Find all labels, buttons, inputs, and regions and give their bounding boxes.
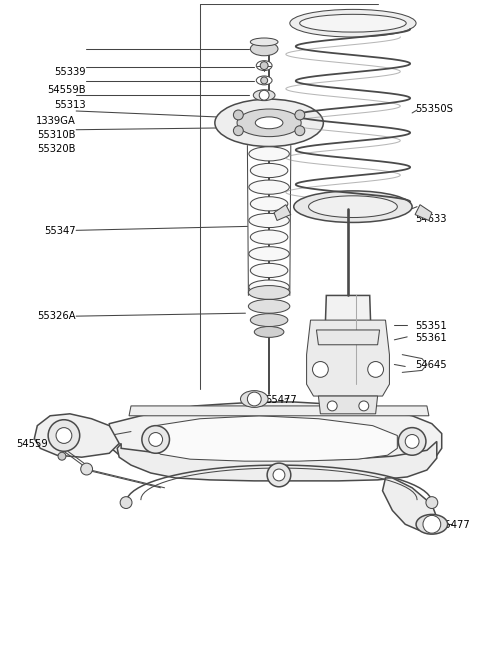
Circle shape	[312, 362, 328, 377]
Ellipse shape	[294, 191, 412, 223]
Ellipse shape	[248, 299, 290, 313]
Polygon shape	[415, 205, 432, 221]
Polygon shape	[109, 402, 442, 468]
Circle shape	[398, 428, 426, 455]
Ellipse shape	[249, 280, 289, 294]
Circle shape	[120, 496, 132, 508]
Circle shape	[368, 362, 384, 377]
Circle shape	[233, 110, 243, 120]
Text: 55320B: 55320B	[37, 144, 76, 154]
Circle shape	[405, 434, 419, 448]
Circle shape	[260, 62, 268, 69]
Text: 55326A: 55326A	[37, 311, 76, 321]
Ellipse shape	[290, 9, 416, 37]
Text: 54633: 54633	[415, 214, 446, 224]
Ellipse shape	[309, 196, 397, 217]
Ellipse shape	[256, 76, 272, 85]
Text: 55310B: 55310B	[37, 130, 76, 140]
Ellipse shape	[251, 196, 288, 211]
Circle shape	[426, 496, 438, 508]
Ellipse shape	[255, 117, 283, 129]
Circle shape	[149, 432, 163, 446]
Ellipse shape	[240, 390, 268, 407]
Ellipse shape	[251, 42, 278, 56]
Polygon shape	[318, 396, 378, 414]
Circle shape	[423, 515, 441, 533]
Ellipse shape	[251, 230, 288, 244]
Polygon shape	[35, 414, 119, 457]
Text: 54559B: 54559B	[47, 84, 85, 95]
Ellipse shape	[253, 90, 275, 101]
Ellipse shape	[251, 163, 288, 178]
Circle shape	[142, 426, 169, 453]
Ellipse shape	[251, 263, 288, 278]
Circle shape	[267, 463, 291, 487]
Text: 1339GA: 1339GA	[36, 116, 76, 126]
Polygon shape	[149, 416, 397, 461]
Ellipse shape	[251, 314, 288, 326]
Text: 55339: 55339	[54, 67, 85, 77]
Polygon shape	[117, 441, 437, 481]
Polygon shape	[383, 478, 437, 530]
Polygon shape	[307, 320, 389, 396]
Circle shape	[359, 401, 369, 411]
Circle shape	[295, 126, 305, 136]
Text: 55477: 55477	[265, 395, 297, 405]
Circle shape	[58, 452, 66, 460]
Ellipse shape	[254, 326, 284, 337]
Circle shape	[327, 401, 337, 411]
Ellipse shape	[249, 214, 289, 227]
Text: 55361: 55361	[415, 333, 446, 343]
Polygon shape	[316, 330, 380, 345]
Text: 55351: 55351	[415, 321, 446, 331]
Circle shape	[56, 428, 72, 443]
Text: 55350S: 55350S	[415, 104, 453, 114]
Ellipse shape	[249, 147, 289, 161]
Text: 55477: 55477	[438, 519, 470, 529]
Text: 54559: 54559	[16, 439, 48, 449]
Circle shape	[295, 110, 305, 120]
Ellipse shape	[249, 247, 289, 261]
Ellipse shape	[237, 109, 301, 137]
Circle shape	[233, 126, 243, 136]
Ellipse shape	[248, 286, 290, 299]
Circle shape	[247, 392, 261, 406]
Ellipse shape	[300, 14, 406, 32]
Ellipse shape	[251, 38, 278, 46]
Circle shape	[259, 90, 269, 100]
Ellipse shape	[256, 61, 272, 71]
Polygon shape	[324, 295, 372, 384]
Ellipse shape	[416, 514, 448, 534]
Polygon shape	[274, 205, 291, 221]
Circle shape	[81, 463, 93, 475]
Circle shape	[48, 420, 80, 451]
Text: 55313: 55313	[54, 100, 85, 109]
Ellipse shape	[215, 99, 324, 147]
Circle shape	[273, 469, 285, 481]
Ellipse shape	[249, 180, 289, 195]
Circle shape	[261, 77, 268, 84]
Text: 55347: 55347	[45, 225, 76, 236]
Polygon shape	[129, 406, 429, 416]
Text: 54645: 54645	[415, 360, 446, 370]
